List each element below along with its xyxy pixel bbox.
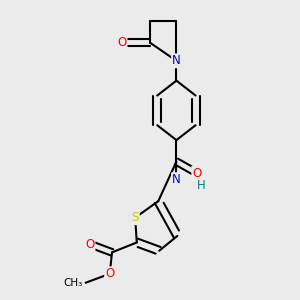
Text: CH₃: CH₃ [63, 278, 82, 288]
Text: N: N [172, 54, 181, 67]
Text: O: O [85, 238, 94, 250]
Text: O: O [192, 167, 202, 180]
Text: H: H [197, 178, 206, 191]
Text: S: S [131, 211, 139, 224]
Text: N: N [172, 173, 181, 186]
Text: O: O [105, 267, 114, 280]
Text: O: O [117, 36, 127, 49]
